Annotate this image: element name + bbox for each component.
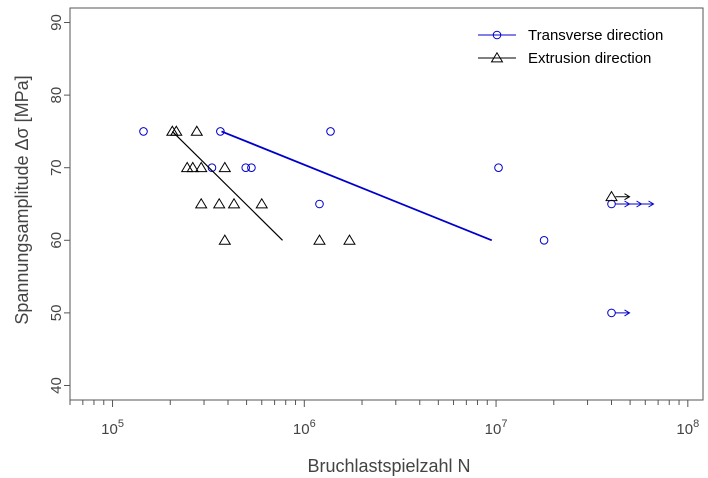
series-layer <box>139 125 655 318</box>
runout-arrowhead <box>624 193 631 201</box>
legend: Transverse direction Extrusion direction <box>478 27 663 67</box>
data-point <box>186 161 200 173</box>
y-tick-label: 50 <box>48 305 65 322</box>
runout-point <box>607 308 616 318</box>
legend-marker <box>492 30 502 40</box>
data-point <box>494 163 503 173</box>
data-point <box>315 199 324 209</box>
x-axis-label: Bruchlastspielzahl N <box>307 456 470 476</box>
fit-line <box>171 130 283 241</box>
series-extrusion <box>165 125 631 245</box>
data-point <box>169 125 183 136</box>
fit-line <box>221 130 493 242</box>
x-tick-label: 106 <box>293 418 316 438</box>
x-tick-label: 108 <box>676 418 699 438</box>
data-point <box>194 197 208 209</box>
data-point <box>343 234 356 245</box>
runout-point <box>605 190 618 202</box>
data-point <box>255 197 269 209</box>
data-point <box>313 234 326 245</box>
plot-frame <box>69 7 704 401</box>
legend-marker <box>490 51 504 63</box>
data-point <box>247 163 256 173</box>
data-point <box>539 235 549 245</box>
data-point <box>165 125 179 136</box>
runout-arrowhead <box>624 309 631 317</box>
data-point <box>207 163 217 173</box>
data-point <box>227 197 241 209</box>
data-point <box>190 125 204 136</box>
data-point <box>218 161 232 173</box>
data-point <box>326 127 335 136</box>
data-point <box>216 127 225 136</box>
data-point <box>241 163 251 173</box>
data-point <box>139 127 148 136</box>
y-tick-label: 60 <box>48 232 65 249</box>
legend-label: Extrusion direction <box>528 50 651 67</box>
y-axis-label: Spannungsamplitude Δσ [MPa] <box>12 75 32 324</box>
data-point <box>218 234 232 245</box>
y-axis: 40 50 60 70 80 90 <box>48 14 70 394</box>
x-tick-label: 107 <box>485 418 508 438</box>
y-tick-label: 40 <box>48 377 65 394</box>
y-tick-label: 70 <box>48 159 65 176</box>
x-tick-label: 105 <box>101 418 124 438</box>
data-point <box>180 161 194 173</box>
x-axis: 105 106 107 108 <box>69 400 699 438</box>
y-tick-label: 80 <box>48 87 65 104</box>
legend-label: Transverse direction <box>528 27 663 44</box>
data-point <box>212 197 226 209</box>
plot-area <box>69 7 704 401</box>
data-point <box>194 161 208 173</box>
runout-arrowhead <box>648 200 655 208</box>
runout-point <box>607 199 616 209</box>
y-tick-label: 90 <box>48 14 65 31</box>
series-transverse <box>139 127 655 318</box>
